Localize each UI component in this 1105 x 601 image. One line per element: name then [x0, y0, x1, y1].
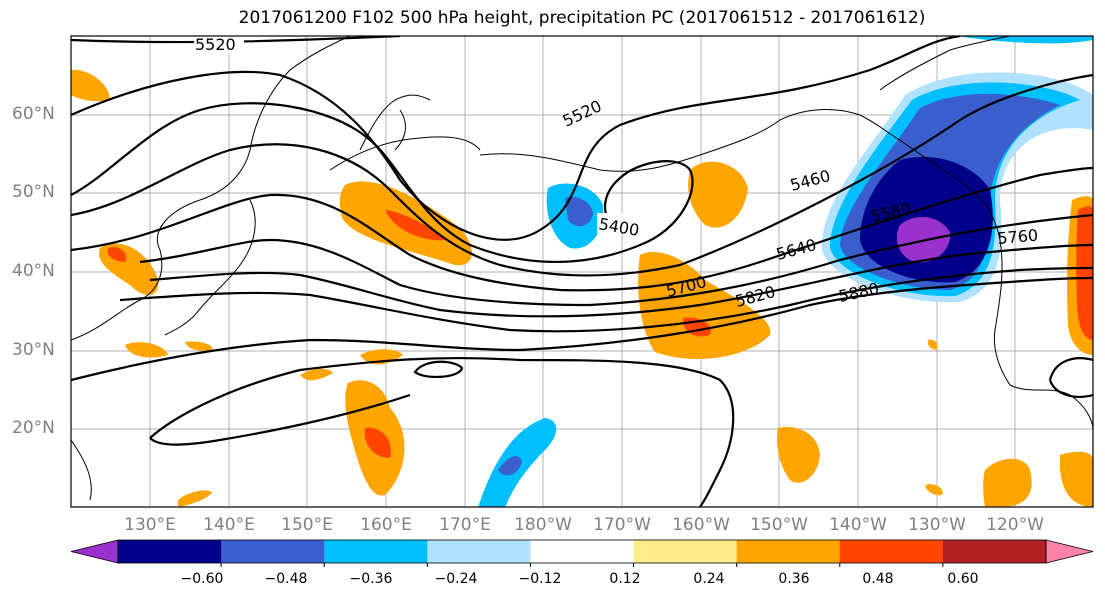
colorbar-tick-label: −0.36	[349, 571, 393, 587]
colorbar	[70, 539, 1094, 567]
colorbar-outline	[117, 539, 1047, 564]
colorbar-tick-label: −0.60	[180, 571, 224, 587]
colorbar-tick-label: 0.48	[862, 571, 894, 587]
colorbar-bin	[221, 540, 325, 563]
colorbar-bin	[324, 540, 428, 563]
map-title: 2017061200 F102 500 hPa height, precipit…	[238, 8, 926, 28]
lon-label: 160°E	[360, 515, 412, 535]
precip-anomaly-fill	[71, 36, 1093, 507]
colorbar-bin	[633, 540, 738, 563]
lon-label: 160°W	[672, 515, 730, 535]
colorbar-bin	[118, 540, 222, 563]
lat-label: 40°N	[12, 261, 55, 281]
lon-label: 140°E	[203, 515, 255, 535]
lat-label: 30°N	[12, 340, 55, 360]
colorbar-tick-label: 0.24	[693, 571, 725, 587]
lat-label: 50°N	[12, 182, 55, 202]
colorbar-bin	[427, 540, 531, 563]
colorbar-bin	[839, 540, 944, 563]
lon-label: 180°W	[514, 515, 572, 535]
colorbar-tick-label: −0.12	[518, 571, 562, 587]
map-frame	[70, 35, 1094, 508]
lon-label: 120°W	[986, 515, 1044, 535]
colorbar-tick-label: 0.12	[609, 571, 641, 587]
colorbar-tick-label: 0.36	[778, 571, 810, 587]
lon-label: 170°W	[593, 515, 651, 535]
colorbar-extend-low	[70, 539, 119, 564]
lat-label: 60°N	[12, 104, 55, 124]
coastlines	[71, 36, 1093, 501]
colorbar-tick-label: 0.60	[947, 571, 979, 587]
lon-label: 130°W	[908, 515, 966, 535]
lat-label: 20°N	[12, 418, 55, 438]
height-contours	[71, 36, 1093, 507]
colorbar-tick-label: −0.48	[264, 571, 308, 587]
colorbar-bin	[942, 540, 1047, 563]
colorbar-tick-label: −0.24	[434, 571, 478, 587]
lon-label: 140°W	[829, 515, 887, 535]
colorbar-extend-high	[1045, 539, 1094, 564]
lon-label: 130°E	[124, 515, 176, 535]
contour-label: 5520	[195, 35, 236, 54]
lon-label: 150°E	[281, 515, 333, 535]
lon-label: 170°E	[439, 515, 491, 535]
lon-label: 150°W	[750, 515, 808, 535]
colorbar-bin	[530, 540, 635, 563]
colorbar-bin	[736, 540, 841, 563]
contour-label: 5760	[997, 226, 1039, 248]
